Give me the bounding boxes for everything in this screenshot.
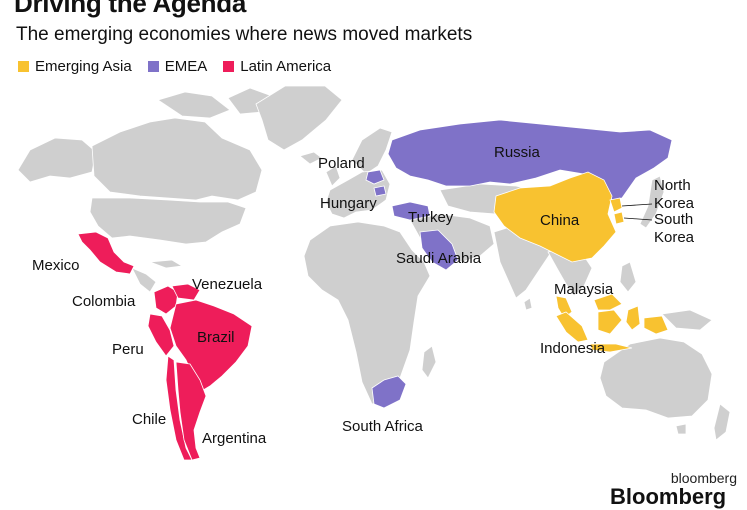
land-new-guinea xyxy=(661,309,713,331)
label-argentina: Argentina xyxy=(202,430,267,447)
label-mexico: Mexico xyxy=(32,257,80,274)
leader-south-korea xyxy=(623,217,653,221)
legend-item-latin-america: Latin America xyxy=(223,58,331,75)
indonesia-papua-shape xyxy=(643,315,669,335)
label-venezuela: Venezuela xyxy=(192,276,263,293)
land-new-zealand xyxy=(713,403,731,441)
saudi-arabia-shape xyxy=(419,229,459,271)
label-russia: Russia xyxy=(494,144,541,161)
label-north-korea-line1: North xyxy=(654,177,691,194)
label-malaysia: Malaysia xyxy=(554,281,614,298)
land-alaska xyxy=(17,137,97,183)
legend-item-emea: EMEA xyxy=(147,58,208,75)
peru-shape xyxy=(147,313,175,357)
china-shape xyxy=(493,171,617,263)
indonesia-borneo-shape xyxy=(597,309,623,335)
label-indonesia: Indonesia xyxy=(540,340,606,357)
latam-countries xyxy=(77,231,253,461)
land-central-america xyxy=(131,267,157,293)
indonesia-sulawesi-shape xyxy=(625,305,641,331)
legend-swatch-latin-america xyxy=(223,61,235,72)
indonesia-sumatra-shape xyxy=(555,311,589,343)
label-south-africa: South Africa xyxy=(342,418,424,435)
indonesia-java-shape xyxy=(589,343,633,353)
mexico-shape xyxy=(77,231,135,275)
legend-label-latin-america: Latin America xyxy=(240,58,332,75)
brand-logo-cropped: Bloomberg xyxy=(610,484,727,509)
south-korea-shape xyxy=(613,211,625,225)
land-canada xyxy=(91,117,263,201)
land-base xyxy=(17,85,731,441)
turkey-shape xyxy=(391,201,431,221)
label-north-korea-line2: Korea xyxy=(654,195,695,212)
label-saudi-arabia: Saudi Arabia xyxy=(396,250,482,267)
argentina-shape xyxy=(175,361,207,461)
land-madagascar xyxy=(421,345,437,379)
label-turkey: Turkey xyxy=(408,209,454,226)
land-australia xyxy=(599,337,713,419)
label-colombia: Colombia xyxy=(72,293,136,310)
south-africa-shape xyxy=(371,375,407,409)
legend-swatch-emea xyxy=(147,61,159,72)
label-brazil: Brazil xyxy=(197,329,235,346)
land-usa xyxy=(89,197,247,245)
land-japan xyxy=(639,175,665,229)
chart-subtitle: The emerging economies where news moved … xyxy=(16,24,473,45)
north-korea-shape xyxy=(609,197,623,213)
land-sri-lanka xyxy=(523,297,533,311)
legend-label-emea: EMEA xyxy=(164,58,208,75)
label-peru: Peru xyxy=(112,341,144,358)
malaysia-borneo-shape xyxy=(593,293,623,311)
land-iceland xyxy=(299,151,323,165)
label-china: China xyxy=(540,212,580,229)
legend-label-emerging-asia: Emerging Asia xyxy=(35,58,132,75)
land-philippines xyxy=(619,261,637,293)
label-chile: Chile xyxy=(132,411,166,428)
chart-title: Driving the Agenda xyxy=(14,0,246,18)
land-arctic-islands xyxy=(157,91,231,119)
land-africa xyxy=(303,221,431,405)
land-caribbean xyxy=(149,259,184,269)
world-map: Russia Poland Hungary Turkey Saudi Arabi… xyxy=(17,85,731,461)
asia-countries xyxy=(493,171,669,353)
land-uk xyxy=(325,165,341,187)
venezuela-shape xyxy=(171,283,201,301)
label-poland: Poland xyxy=(318,155,365,172)
hungary-shape xyxy=(373,185,387,197)
label-hungary: Hungary xyxy=(320,195,377,212)
land-greenland xyxy=(255,85,343,151)
label-south-korea-line1: South xyxy=(654,211,693,228)
label-south-korea-line2: Korea xyxy=(654,229,695,246)
leader-north-korea xyxy=(621,203,653,207)
legend: Emerging Asia EMEA Latin America xyxy=(18,58,331,75)
legend-item-emerging-asia: Emerging Asia xyxy=(18,58,132,75)
poland-shape xyxy=(365,169,385,185)
legend-swatch-emerging-asia xyxy=(18,61,29,72)
land-tasmania xyxy=(675,423,687,435)
credit-text: bloomberg xyxy=(670,470,737,486)
